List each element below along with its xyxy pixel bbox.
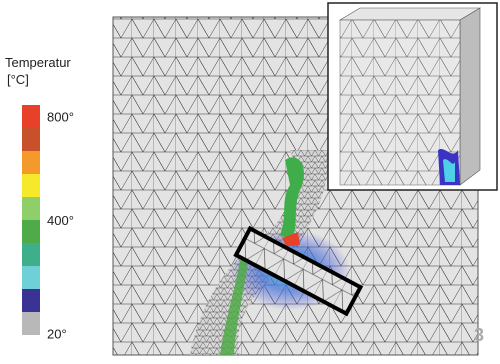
legend-swatch — [22, 105, 40, 128]
legend-label: 400° — [47, 213, 74, 228]
legend-unit: [°C] — [7, 72, 29, 87]
figure-number: 3 — [474, 325, 484, 345]
legend-label: 20° — [47, 327, 67, 342]
legend: Temperatur [°C] 800° 400° 20° — [5, 55, 74, 342]
legend-title: Temperatur — [5, 55, 71, 70]
legend-label: 800° — [47, 110, 74, 125]
inset — [328, 3, 497, 190]
legend-swatch — [22, 174, 40, 197]
legend-swatch — [22, 220, 40, 243]
legend-swatch — [22, 151, 40, 174]
legend-swatch — [22, 243, 40, 266]
legend-swatch — [22, 312, 40, 335]
legend-swatch — [22, 289, 40, 312]
legend-swatch — [22, 128, 40, 151]
legend-swatch — [22, 197, 40, 220]
figure: Temperatur [°C] 800° 400° 20° 3 — [0, 0, 500, 359]
legend-swatch — [22, 266, 40, 289]
